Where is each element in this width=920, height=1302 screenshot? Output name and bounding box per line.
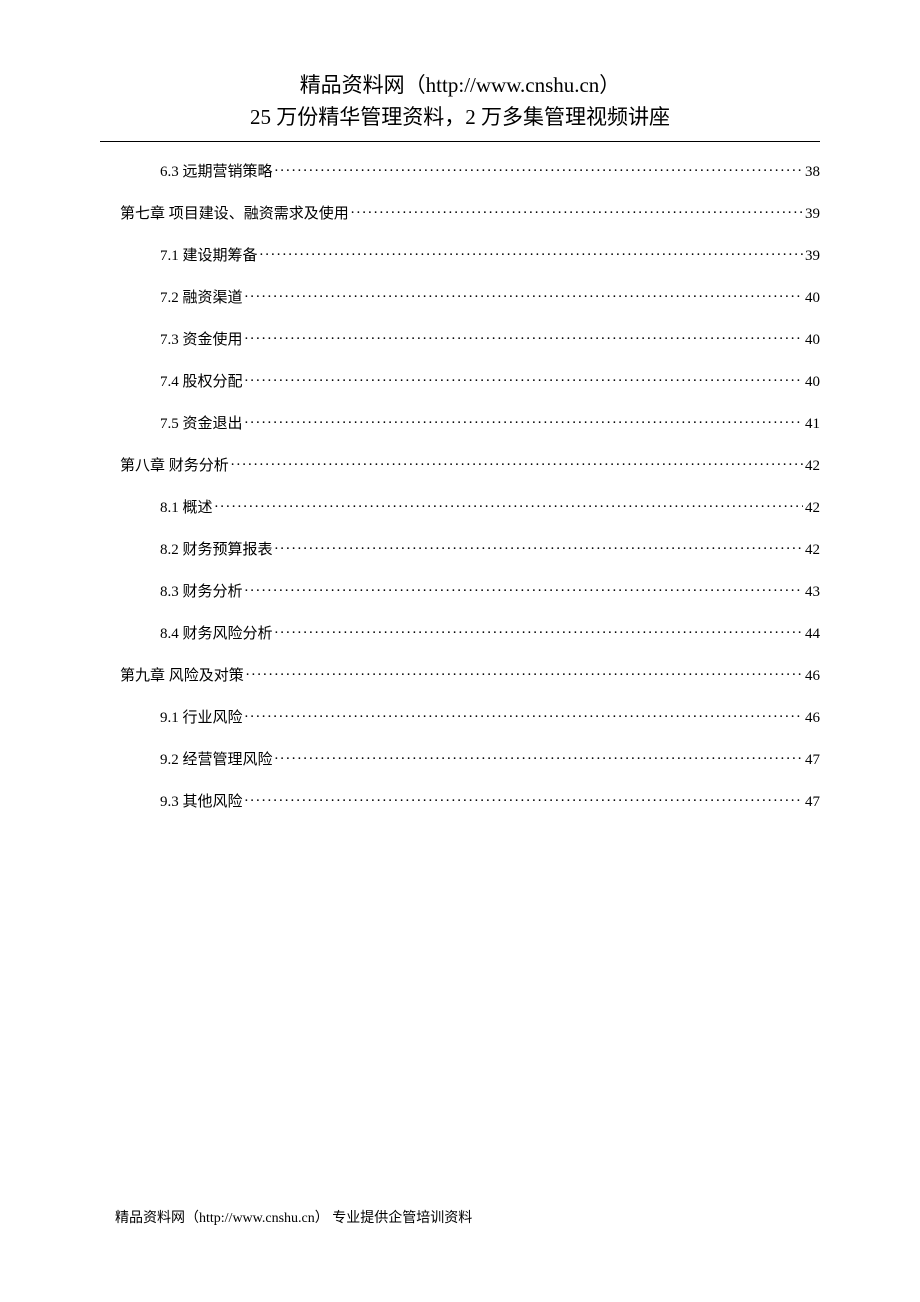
toc-entry: 第八章 财务分析 42 xyxy=(100,454,820,475)
toc-entry: 9.2 经营管理风险 47 xyxy=(100,748,820,769)
toc-entry: 9.1 行业风险 46 xyxy=(100,706,820,727)
toc-leader-dots xyxy=(275,539,803,554)
toc-entry-page: 42 xyxy=(805,500,820,517)
header-title-line2: 25 万份精华管理资料，2 万多集管理视频讲座 xyxy=(100,102,820,134)
toc-entry-label: 6.3 远期营销策略 xyxy=(160,160,273,181)
header-title-line1: 精品资料网（http://www.cnshu.cn） xyxy=(100,70,820,102)
toc-entry: 7.1 建设期筹备 39 xyxy=(100,244,820,265)
toc-leader-dots xyxy=(245,413,803,428)
toc-entry-label: 第七章 项目建设、融资需求及使用 xyxy=(120,202,349,223)
toc-leader-dots xyxy=(215,497,803,512)
toc-entry-page: 46 xyxy=(805,710,820,727)
toc-entry-page: 40 xyxy=(805,332,820,349)
toc-entry-page: 47 xyxy=(805,794,820,811)
table-of-contents: 6.3 远期营销策略 38 第七章 项目建设、融资需求及使用 39 7.1 建设期筹备 3… xyxy=(100,160,820,811)
toc-entry: 8.2 财务预算报表 42 xyxy=(100,538,820,559)
toc-entry-label: 7.2 融资渠道 xyxy=(160,286,243,307)
toc-leader-dots xyxy=(245,707,803,722)
toc-entry-label: 8.3 财务分析 xyxy=(160,580,243,601)
toc-entry: 8.3 财务分析 43 xyxy=(100,580,820,601)
toc-entry-label: 9.1 行业风险 xyxy=(160,706,243,727)
toc-entry: 7.5 资金退出 41 xyxy=(100,412,820,433)
toc-entry-label: 7.3 资金使用 xyxy=(160,328,243,349)
toc-entry-label: 9.3 其他风险 xyxy=(160,790,243,811)
toc-leader-dots xyxy=(275,623,803,638)
toc-entry-page: 38 xyxy=(805,164,820,181)
toc-entry-label: 7.5 资金退出 xyxy=(160,412,243,433)
toc-leader-dots xyxy=(260,245,803,260)
toc-leader-dots xyxy=(245,791,803,806)
toc-entry: 8.1 概述 42 xyxy=(100,496,820,517)
toc-entry-page: 39 xyxy=(805,206,820,223)
toc-entry: 7.2 融资渠道 40 xyxy=(100,286,820,307)
page-footer: 精品资料网（http://www.cnshu.cn） 专业提供企管培训资料 xyxy=(115,1207,472,1227)
toc-leader-dots xyxy=(275,749,803,764)
toc-entry-page: 41 xyxy=(805,416,820,433)
toc-leader-dots xyxy=(245,329,803,344)
toc-entry: 7.3 资金使用 40 xyxy=(100,328,820,349)
toc-entry-label: 7.4 股权分配 xyxy=(160,370,243,391)
toc-leader-dots xyxy=(275,161,803,176)
toc-entry-label: 8.1 概述 xyxy=(160,496,213,517)
toc-entry-page: 43 xyxy=(805,584,820,601)
toc-leader-dots xyxy=(231,455,803,470)
toc-entry-page: 42 xyxy=(805,458,820,475)
toc-entry-label: 9.2 经营管理风险 xyxy=(160,748,273,769)
toc-entry: 9.3 其他风险 47 xyxy=(100,790,820,811)
toc-entry: 第九章 风险及对策 46 xyxy=(100,664,820,685)
toc-leader-dots xyxy=(245,581,803,596)
toc-leader-dots xyxy=(351,203,803,218)
toc-leader-dots xyxy=(246,665,803,680)
toc-entry: 7.4 股权分配 40 xyxy=(100,370,820,391)
toc-entry-page: 47 xyxy=(805,752,820,769)
page-header: 精品资料网（http://www.cnshu.cn） 25 万份精华管理资料，2… xyxy=(100,70,820,142)
toc-entry-page: 40 xyxy=(805,374,820,391)
toc-entry-label: 第九章 风险及对策 xyxy=(120,664,244,685)
toc-entry-label: 第八章 财务分析 xyxy=(120,454,229,475)
toc-entry: 6.3 远期营销策略 38 xyxy=(100,160,820,181)
toc-entry-page: 42 xyxy=(805,542,820,559)
toc-entry-label: 8.4 财务风险分析 xyxy=(160,622,273,643)
toc-entry-page: 39 xyxy=(805,248,820,265)
toc-entry-page: 46 xyxy=(805,668,820,685)
document-page: 精品资料网（http://www.cnshu.cn） 25 万份精华管理资料，2… xyxy=(0,0,920,811)
toc-entry-page: 44 xyxy=(805,626,820,643)
toc-entry-label: 8.2 财务预算报表 xyxy=(160,538,273,559)
toc-leader-dots xyxy=(245,371,803,386)
toc-entry-page: 40 xyxy=(805,290,820,307)
toc-leader-dots xyxy=(245,287,803,302)
toc-entry: 第七章 项目建设、融资需求及使用 39 xyxy=(100,202,820,223)
toc-entry: 8.4 财务风险分析 44 xyxy=(100,622,820,643)
toc-entry-label: 7.1 建设期筹备 xyxy=(160,244,258,265)
